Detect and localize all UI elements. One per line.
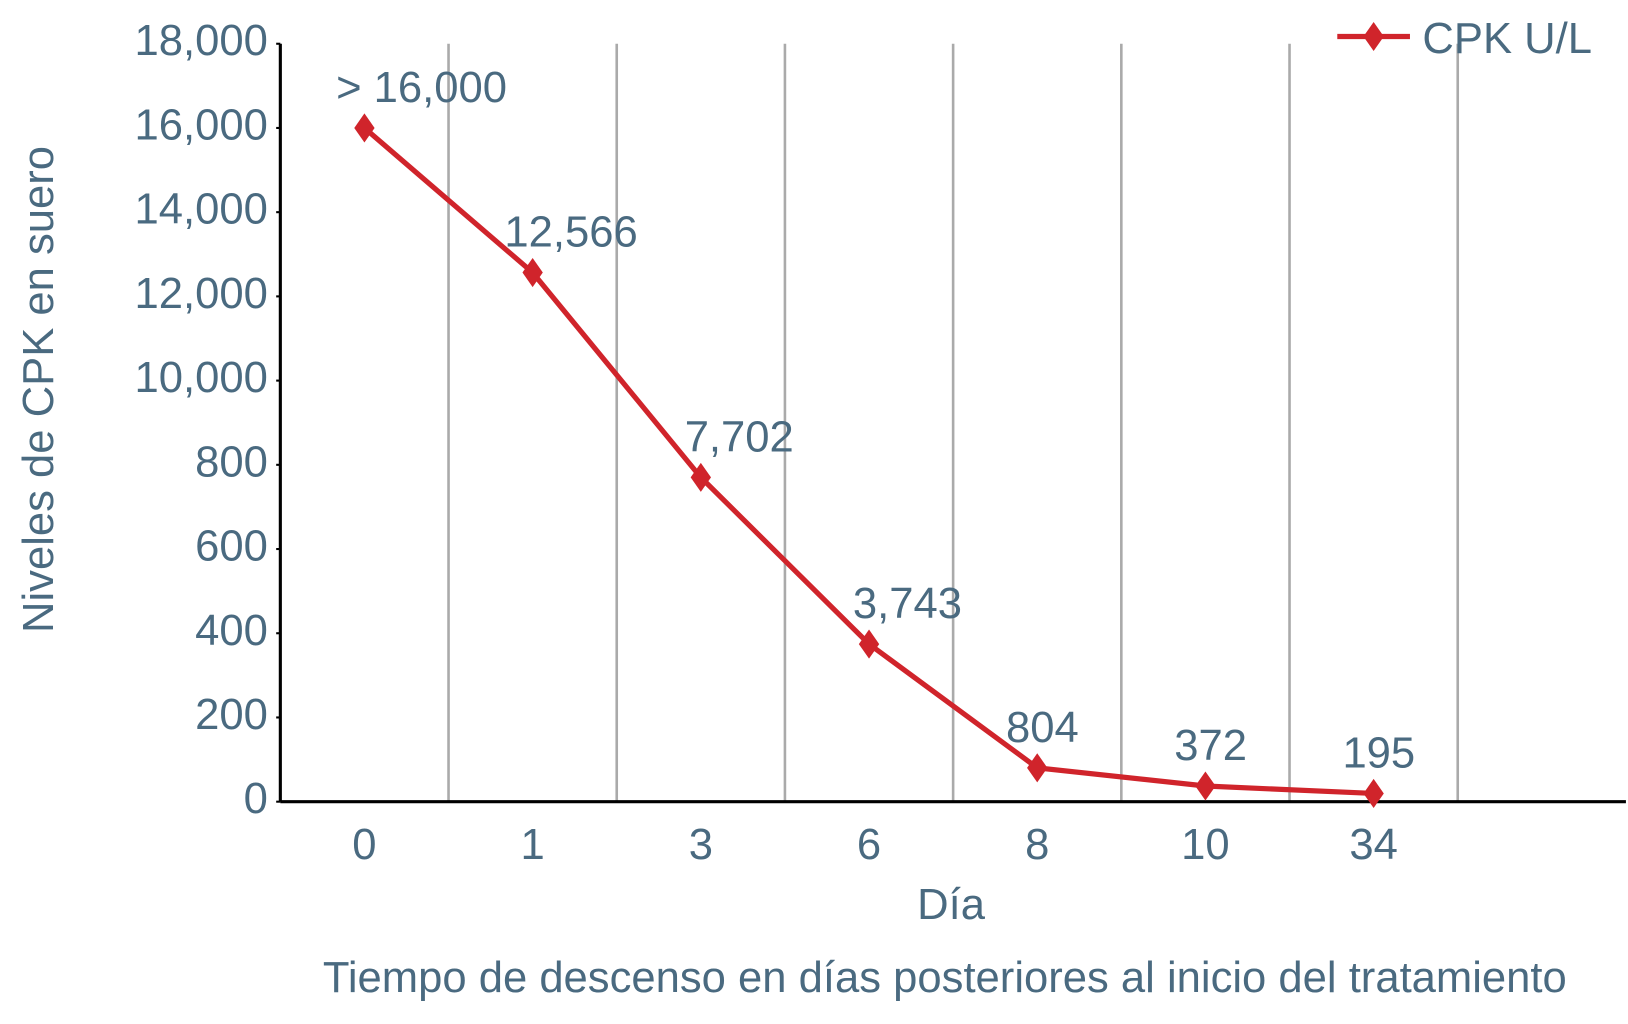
x-tick-label: 10: [1181, 821, 1230, 869]
legend-label: CPK U/L: [1422, 15, 1592, 63]
data-label: 7,702: [685, 414, 794, 462]
x-tick-label: 1: [521, 821, 545, 869]
y-tick-label: 16,000: [135, 101, 268, 149]
marker: [522, 258, 543, 288]
data-label: 195: [1342, 730, 1415, 778]
marker: [354, 113, 375, 143]
data-label: 372: [1174, 722, 1247, 770]
y-tick-label: 400: [195, 607, 268, 655]
y-tick-label: 14,000: [135, 186, 268, 234]
y-tick-label: 600: [195, 523, 268, 571]
data-label: 804: [1006, 704, 1079, 752]
y-tick-label: 10,000: [135, 354, 268, 402]
y-tick-label: 18,000: [135, 17, 268, 65]
x-tick-label: 6: [857, 821, 881, 869]
subtitle: Tiempo de descenso en días posteriores a…: [323, 954, 1567, 1002]
x-axis-label: Día: [917, 881, 986, 929]
y-tick-label: 800: [195, 438, 268, 486]
marker: [1195, 771, 1216, 801]
data-label: 12,566: [504, 209, 637, 257]
marker: [1363, 778, 1384, 809]
x-tick-label: 3: [689, 821, 713, 869]
x-tick-label: 34: [1349, 821, 1397, 869]
legend-marker: [1363, 21, 1384, 52]
y-tick-label: 0: [244, 775, 268, 823]
x-tick-label: 8: [1025, 821, 1049, 869]
x-tick-label: 0: [352, 821, 376, 869]
data-label: > 16,000: [336, 64, 507, 112]
y-axis-label: Niveles de CPK en suero: [15, 146, 63, 633]
y-tick-label: 200: [195, 691, 268, 739]
data-label: 3,743: [853, 580, 962, 628]
y-tick-label: 12,000: [135, 270, 268, 318]
marker: [1027, 753, 1048, 783]
